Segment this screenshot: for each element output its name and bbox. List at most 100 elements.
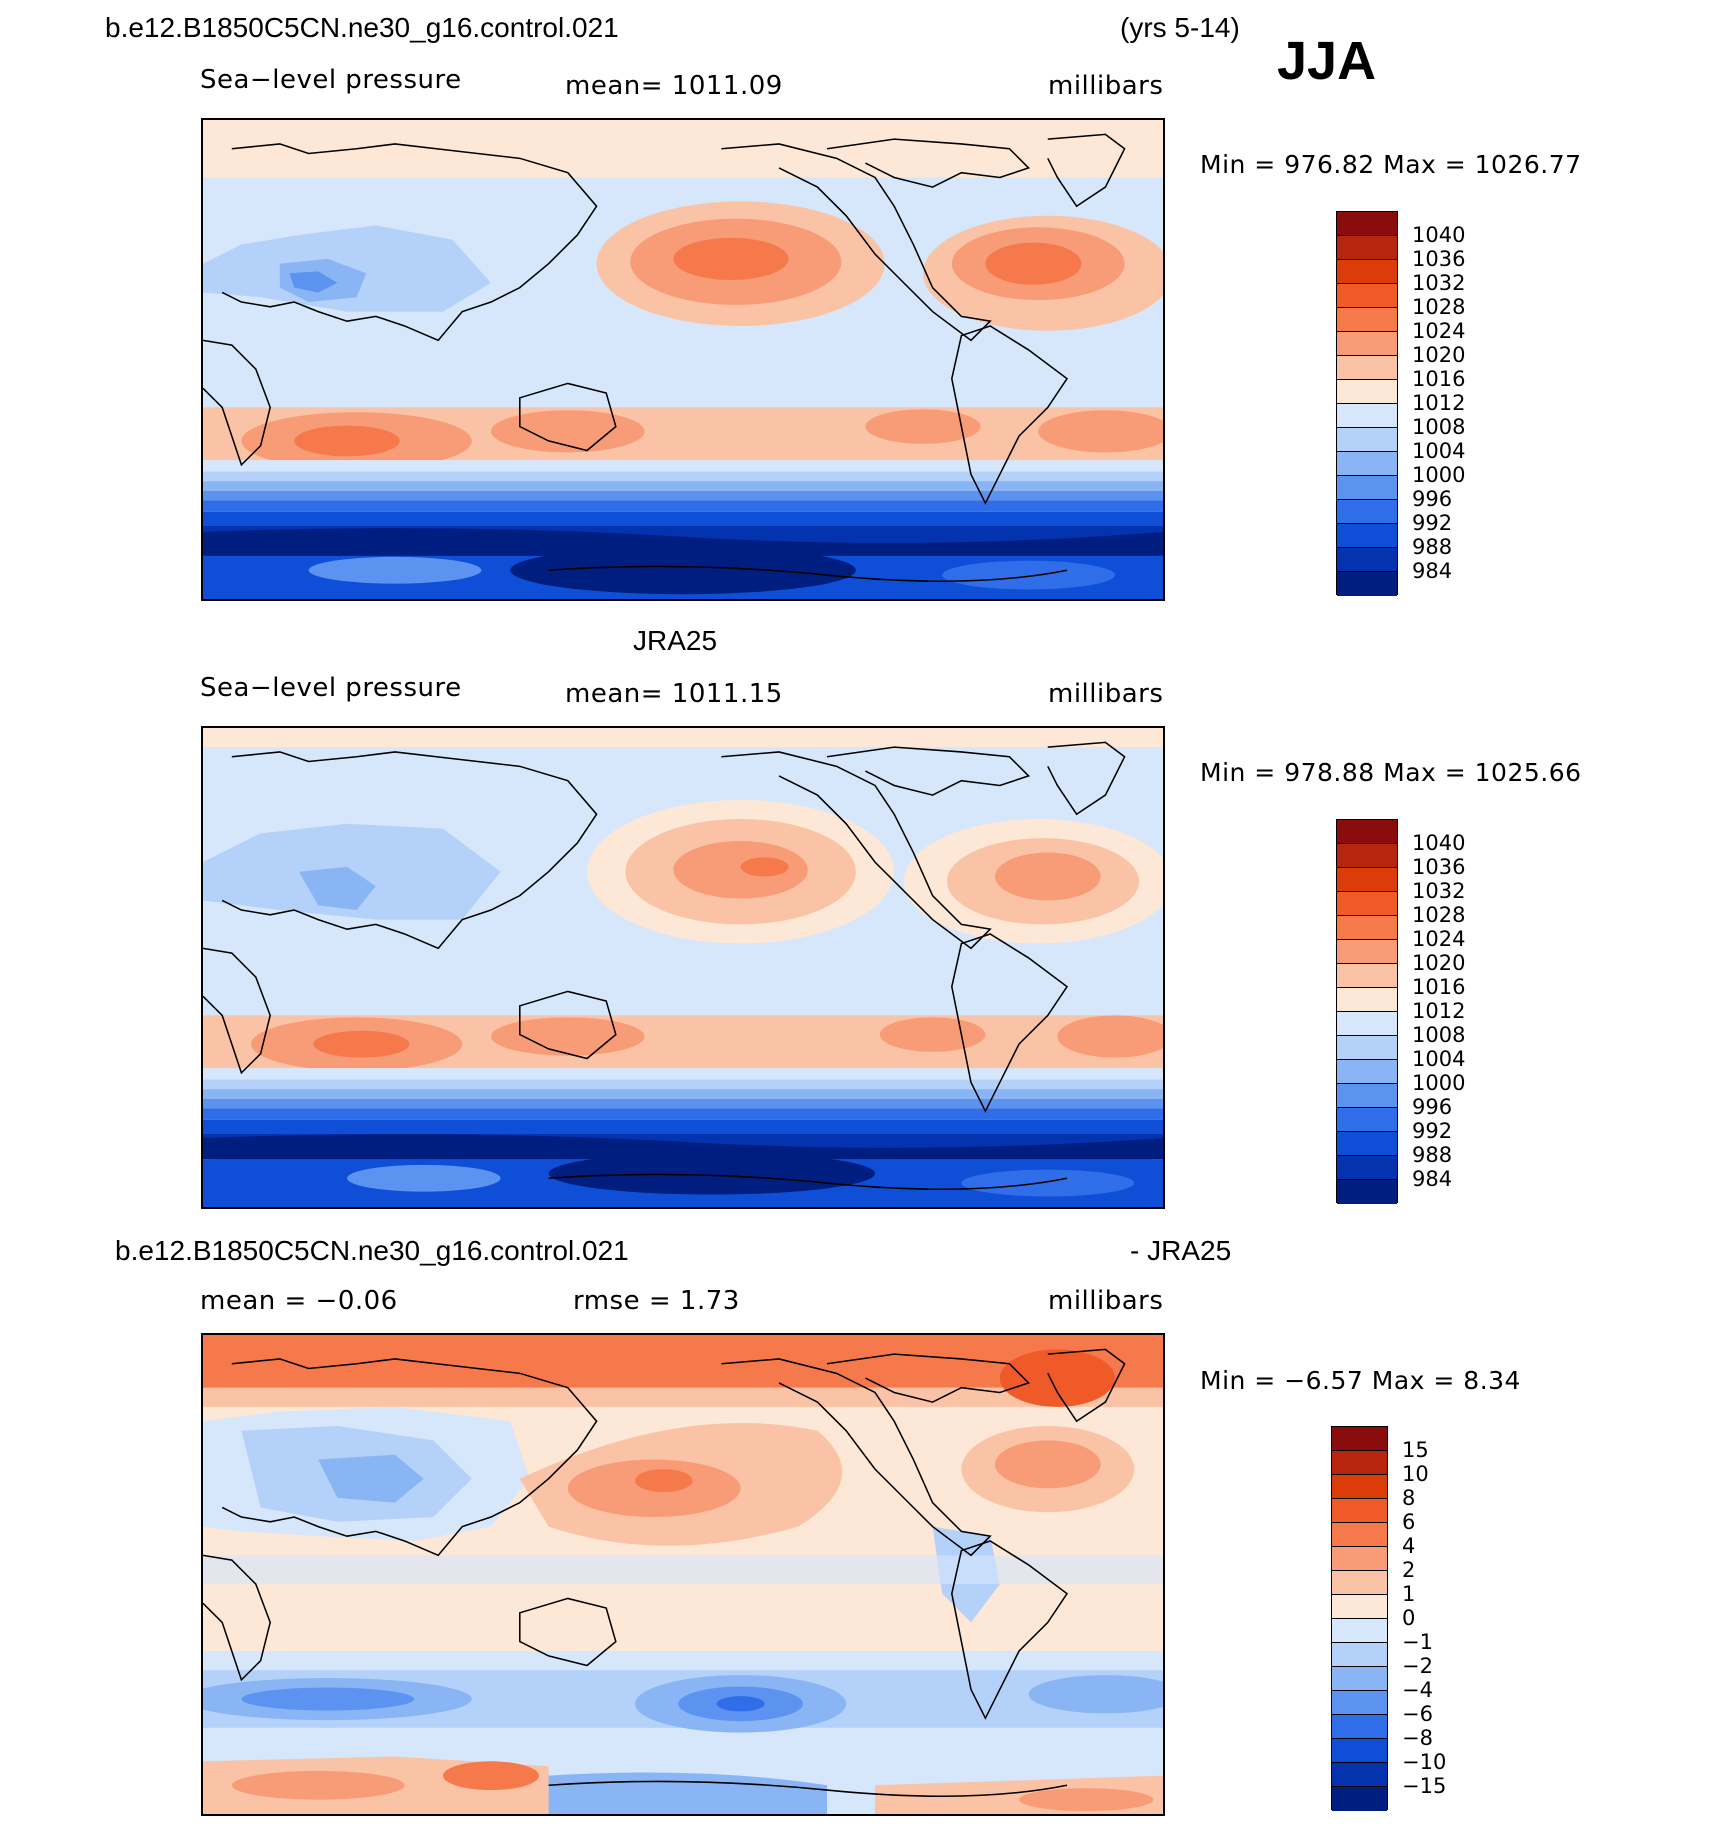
colorbar-swatch (1337, 452, 1397, 476)
panel1-contour-field (203, 120, 1163, 599)
colorbar-tick-label: 1040 (1412, 223, 1466, 247)
colorbar-swatch (1337, 1084, 1397, 1108)
colorbar-tick-label: 1032 (1412, 879, 1466, 903)
colorbar-tick-label: 4 (1402, 1534, 1416, 1558)
colorbar-swatch (1332, 1523, 1387, 1547)
colorbar-tick-label: 992 (1412, 511, 1453, 535)
colorbar-tick-label: 1028 (1412, 295, 1466, 319)
panel2-mean-label: mean= 1011.15 (565, 679, 783, 709)
panel3-rmse-label: rmse = 1.73 (573, 1286, 740, 1316)
colorbar-swatch (1337, 332, 1397, 356)
panel1-mean-label: mean= 1011.09 (565, 71, 783, 101)
season-label: JJA (1277, 31, 1377, 91)
colorbar-tick-label: −4 (1402, 1678, 1433, 1702)
colorbar-swatch (1337, 964, 1397, 988)
colorbar-swatch (1332, 1547, 1387, 1571)
colorbar-tick-label: 984 (1412, 1167, 1453, 1191)
colorbar-swatch (1337, 236, 1397, 260)
colorbar-swatch (1332, 1571, 1387, 1595)
panel3-units-label: millibars (1048, 1286, 1164, 1316)
colorbar-swatch (1332, 1667, 1387, 1691)
panel1-colorbar-swatches (1336, 211, 1398, 596)
colorbar-tick-label: −10 (1402, 1750, 1447, 1774)
colorbar-swatch (1337, 476, 1397, 500)
colorbar-swatch (1332, 1475, 1387, 1499)
colorbar-tick-label: 2 (1402, 1558, 1416, 1582)
colorbar-tick-label: 988 (1412, 535, 1453, 559)
colorbar-swatch (1337, 260, 1397, 284)
colorbar-tick-label: −1 (1402, 1630, 1433, 1654)
panel1-sea-level-pressure-map (201, 118, 1165, 601)
colorbar-swatch (1337, 284, 1397, 308)
panel3-colorbar-swatches (1331, 1426, 1388, 1811)
colorbar-swatch (1337, 868, 1397, 892)
panel2-units-label: millibars (1048, 679, 1164, 709)
panel2-colorbar-swatches (1336, 819, 1398, 1204)
colorbar-swatch (1337, 1012, 1397, 1036)
colorbar-swatch (1337, 1132, 1397, 1156)
panel2-variable-label: Sea−level pressure (200, 673, 462, 703)
colorbar-tick-label: 1000 (1412, 1071, 1466, 1095)
colorbar-tick-label: 1004 (1412, 439, 1466, 463)
colorbar-tick-label: 8 (1402, 1486, 1416, 1510)
colorbar-swatch (1337, 548, 1397, 572)
colorbar-tick-label: 10 (1402, 1462, 1429, 1486)
panel3-minmax-label: Min = −6.57 Max = 8.34 (1200, 1366, 1521, 1395)
colorbar-swatch (1337, 500, 1397, 524)
colorbar-tick-label: 1024 (1412, 319, 1466, 343)
colorbar-swatch (1332, 1451, 1387, 1475)
colorbar-tick-label: 1032 (1412, 271, 1466, 295)
panel2-sea-level-pressure-map (201, 726, 1165, 1209)
colorbar-tick-label: 996 (1412, 487, 1453, 511)
colorbar-swatch (1332, 1763, 1387, 1787)
panel2-colorbar: 1040 1036 1032 1028 1024 1020 1016 1012 1008 1004… (1336, 819, 1476, 1204)
panel3-colorbar: 15 10 8 6 4 2 1 0 −1 −2 −4 −6 −8 −10 −15 (1331, 1426, 1471, 1811)
colorbar-swatch (1332, 1619, 1387, 1643)
colorbar-swatch (1337, 404, 1397, 428)
colorbar-swatch (1337, 356, 1397, 380)
colorbar-swatch (1337, 1060, 1397, 1084)
colorbar-tick-label: 0 (1402, 1606, 1416, 1630)
colorbar-tick-label: −2 (1402, 1654, 1433, 1678)
colorbar-tick-label: 1036 (1412, 855, 1466, 879)
colorbar-swatch (1332, 1595, 1387, 1619)
panel1-minmax-label: Min = 976.82 Max = 1026.77 (1200, 150, 1582, 179)
colorbar-tick-label: 6 (1402, 1510, 1416, 1534)
colorbar-swatch (1337, 1180, 1397, 1204)
case-title: b.e12.B1850C5CN.ne30_g16.control.021 (105, 12, 619, 43)
panel3-mean-label: mean = −0.06 (200, 1286, 398, 1316)
colorbar-swatch (1337, 308, 1397, 332)
colorbar-tick-label: 1040 (1412, 831, 1466, 855)
colorbar-tick-label: 1016 (1412, 367, 1466, 391)
colorbar-swatch (1332, 1739, 1387, 1763)
colorbar-tick-label: 1020 (1412, 951, 1466, 975)
colorbar-tick-label: 1012 (1412, 391, 1466, 415)
panel2-title: JRA25 (633, 625, 718, 656)
colorbar-swatch (1332, 1499, 1387, 1523)
colorbar-swatch (1337, 844, 1397, 868)
colorbar-swatch (1337, 940, 1397, 964)
panel1-units-label: millibars (1048, 71, 1164, 101)
colorbar-tick-label: 1000 (1412, 463, 1466, 487)
colorbar-swatch (1337, 988, 1397, 1012)
colorbar-tick-label: −8 (1402, 1726, 1433, 1750)
years-label: (yrs 5-14) (1120, 12, 1240, 43)
panel3-difference-map (201, 1333, 1165, 1816)
colorbar-swatch (1337, 1156, 1397, 1180)
colorbar-tick-label: 1020 (1412, 343, 1466, 367)
colorbar-swatch (1337, 524, 1397, 548)
colorbar-swatch (1337, 572, 1397, 596)
colorbar-tick-label: 1028 (1412, 903, 1466, 927)
colorbar-tick-label: 988 (1412, 1143, 1453, 1167)
colorbar-tick-label: −15 (1402, 1774, 1447, 1798)
panel2-minmax-label: Min = 978.88 Max = 1025.66 (1200, 758, 1582, 787)
colorbar-swatch (1332, 1787, 1387, 1811)
colorbar-swatch (1332, 1691, 1387, 1715)
colorbar-tick-label: 1 (1402, 1582, 1416, 1606)
colorbar-tick-label: 1004 (1412, 1047, 1466, 1071)
colorbar-swatch (1337, 916, 1397, 940)
colorbar-swatch (1337, 380, 1397, 404)
colorbar-tick-label: 1008 (1412, 415, 1466, 439)
colorbar-tick-label: −6 (1402, 1702, 1433, 1726)
panel2-contour-field (203, 728, 1163, 1207)
